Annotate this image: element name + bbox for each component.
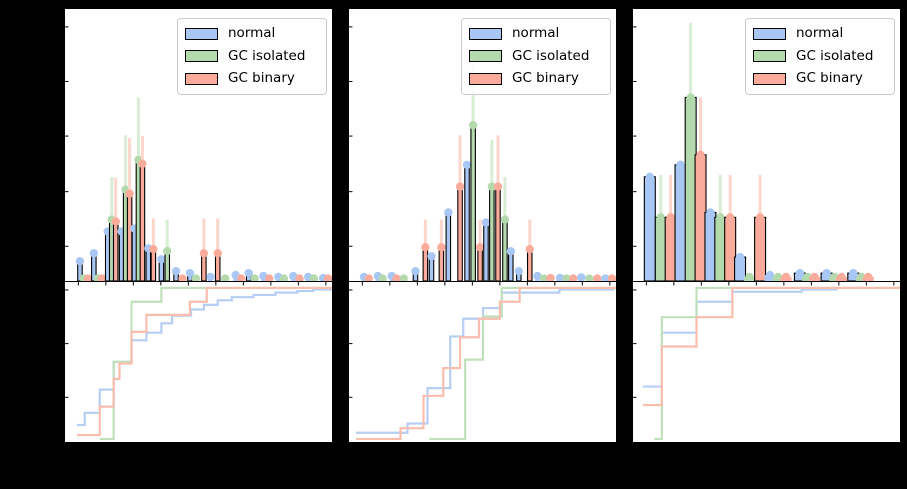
histogram-plot-1	[65, 26, 332, 281]
legend-swatch-gc-isolated	[469, 50, 502, 63]
legend-label-normal: normal	[228, 25, 276, 41]
legend-entry-gc-binary: GC binary	[185, 70, 318, 88]
panel-column-2: normal GC isolated GC binary	[348, 8, 617, 443]
legend-entry-gc-binary: GC binary	[753, 70, 886, 88]
legend-2: normal GC isolated GC binary	[461, 18, 611, 95]
cdf-plot-1	[65, 282, 332, 441]
histogram-panel-3: normal GC isolated GC binary	[632, 8, 901, 282]
cdf-plot-3	[633, 282, 900, 441]
cdf-panel-3	[632, 282, 901, 443]
legend-3: normal GC isolated GC binary	[745, 18, 895, 95]
cdf-plot-2	[349, 282, 616, 441]
legend-swatch-normal	[753, 27, 786, 40]
legend-swatch-gc-isolated	[753, 50, 786, 63]
legend-label-normal: normal	[796, 25, 844, 41]
legend-label-gc-isolated: GC isolated	[796, 47, 874, 64]
legend-entry-normal: normal	[185, 25, 318, 43]
histogram-panel-2: normal GC isolated GC binary	[348, 8, 617, 282]
legend-label-gc-binary: GC binary	[796, 70, 863, 87]
legend-swatch-gc-binary	[753, 72, 786, 85]
panel-column-1: normal GC isolated GC binary	[64, 8, 333, 443]
legend-entry-gc-isolated: GC isolated	[469, 48, 602, 66]
legend-swatch-gc-isolated	[185, 50, 218, 63]
legend-label-normal: normal	[512, 25, 560, 41]
panel-column-3: normal GC isolated GC binary	[632, 8, 901, 443]
legend-label-gc-binary: GC binary	[228, 70, 295, 87]
legend-swatch-normal	[469, 27, 502, 40]
cdf-panel-2	[348, 282, 617, 443]
legend-entry-gc-isolated: GC isolated	[185, 48, 318, 66]
legend-entry-normal: normal	[469, 25, 602, 43]
legend-entry-normal: normal	[753, 25, 886, 43]
legend-label-gc-isolated: GC isolated	[228, 47, 306, 64]
legend-label-gc-isolated: GC isolated	[512, 47, 590, 64]
legend-1: normal GC isolated GC binary	[177, 18, 327, 95]
legend-swatch-normal	[185, 27, 218, 40]
legend-swatch-gc-binary	[469, 72, 502, 85]
cdf-panel-1	[64, 282, 333, 443]
legend-entry-gc-isolated: GC isolated	[753, 48, 886, 66]
histogram-panel-1: normal GC isolated GC binary	[64, 8, 333, 282]
legend-label-gc-binary: GC binary	[512, 70, 579, 87]
legend-entry-gc-binary: GC binary	[469, 70, 602, 88]
legend-swatch-gc-binary	[185, 72, 218, 85]
